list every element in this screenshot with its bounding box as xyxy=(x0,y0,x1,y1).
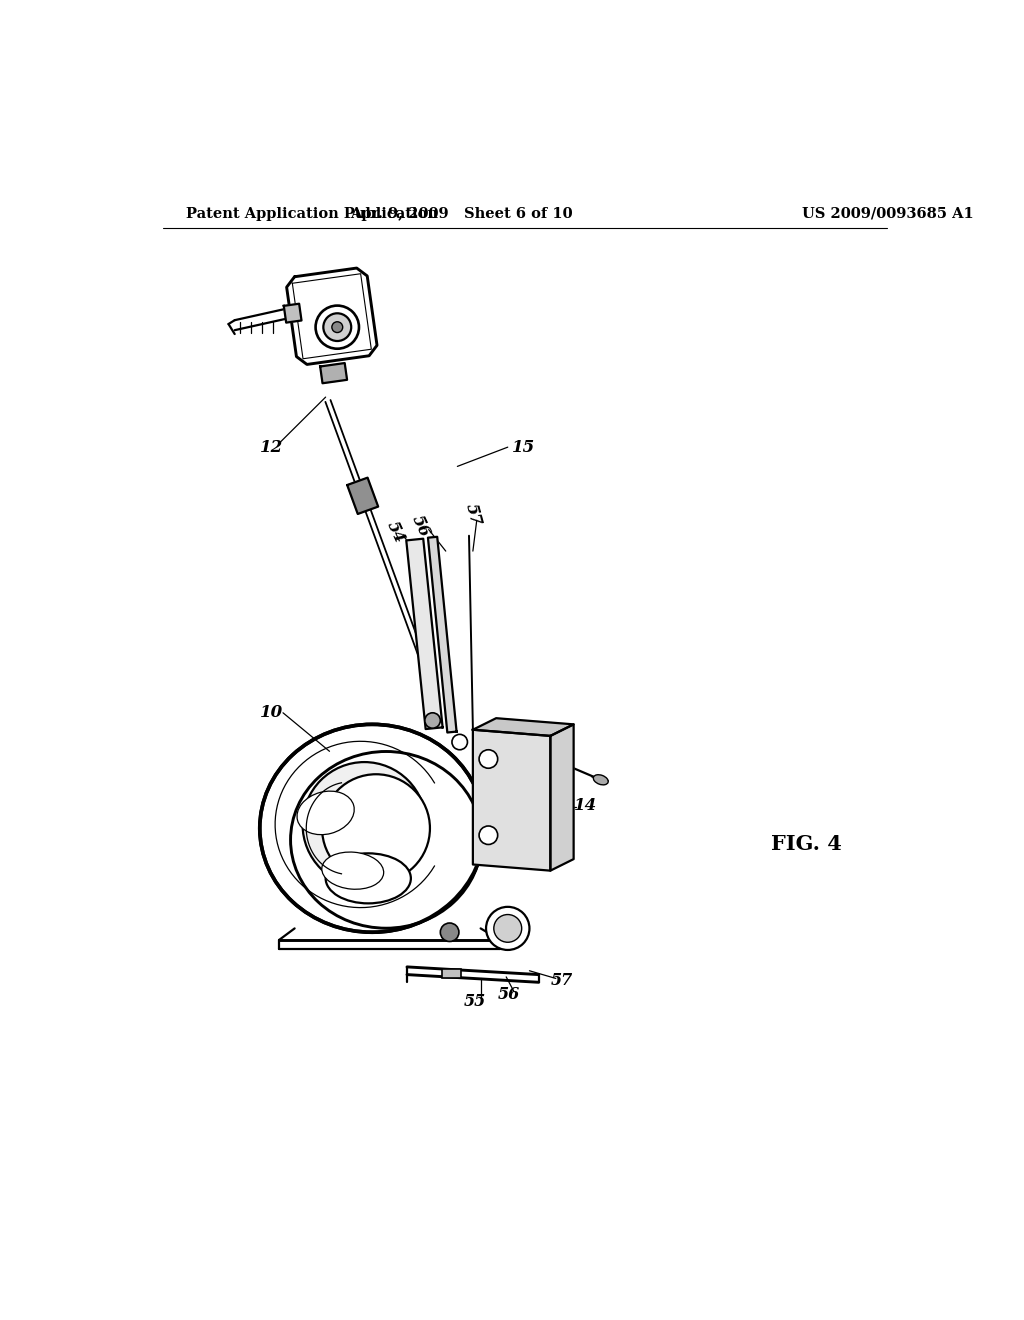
Circle shape xyxy=(332,322,343,333)
Ellipse shape xyxy=(326,853,411,903)
Ellipse shape xyxy=(322,851,384,890)
Ellipse shape xyxy=(593,775,608,785)
Circle shape xyxy=(452,734,467,750)
Text: 55: 55 xyxy=(464,993,486,1010)
Circle shape xyxy=(486,907,529,950)
Ellipse shape xyxy=(302,762,426,887)
Text: US 2009/0093685 A1: US 2009/0093685 A1 xyxy=(802,207,974,220)
Circle shape xyxy=(494,915,521,942)
Text: 14: 14 xyxy=(573,797,597,813)
Circle shape xyxy=(315,306,359,348)
Bar xyxy=(442,969,461,978)
Text: 56: 56 xyxy=(409,512,433,540)
Circle shape xyxy=(479,750,498,768)
Text: Apr. 9, 2009   Sheet 6 of 10: Apr. 9, 2009 Sheet 6 of 10 xyxy=(350,207,572,220)
Polygon shape xyxy=(428,537,457,733)
Polygon shape xyxy=(550,725,573,871)
Circle shape xyxy=(425,713,440,729)
Polygon shape xyxy=(407,539,442,729)
Circle shape xyxy=(479,826,498,845)
Text: 12: 12 xyxy=(260,438,283,455)
Polygon shape xyxy=(473,718,573,737)
Text: 10: 10 xyxy=(260,705,283,721)
Ellipse shape xyxy=(260,725,484,932)
Text: FIG. 4: FIG. 4 xyxy=(771,834,842,854)
Ellipse shape xyxy=(291,751,481,928)
Ellipse shape xyxy=(297,791,354,834)
Polygon shape xyxy=(287,268,377,364)
Text: 15: 15 xyxy=(512,438,535,455)
Text: 54: 54 xyxy=(383,519,408,545)
Text: 57: 57 xyxy=(551,973,573,989)
Ellipse shape xyxy=(323,775,430,882)
Circle shape xyxy=(440,923,459,941)
Text: 56: 56 xyxy=(498,986,520,1003)
Polygon shape xyxy=(284,304,301,322)
Circle shape xyxy=(324,313,351,341)
Polygon shape xyxy=(321,363,347,383)
Polygon shape xyxy=(473,730,550,871)
Polygon shape xyxy=(347,478,378,513)
Text: Patent Application Publication: Patent Application Publication xyxy=(186,207,438,220)
Text: 57: 57 xyxy=(462,502,484,528)
